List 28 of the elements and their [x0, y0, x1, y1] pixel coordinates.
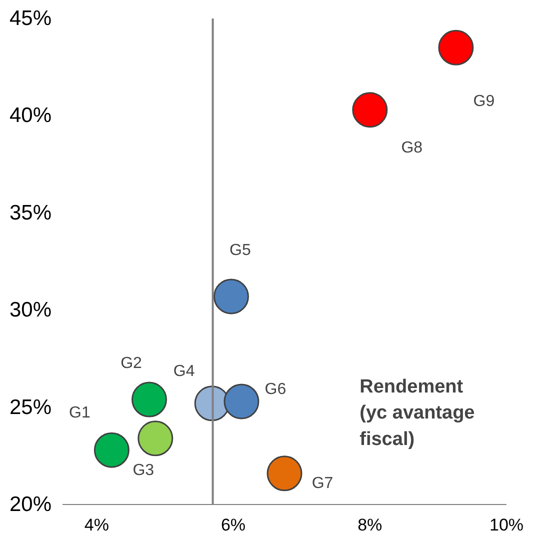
series-label: G7: [312, 474, 334, 492]
point: [224, 384, 260, 420]
series-label: G6: [264, 380, 286, 398]
y-tick-label: 45%: [9, 7, 52, 30]
series-label: G2: [120, 355, 142, 372]
point: [132, 382, 167, 418]
series-label: G3: [132, 462, 154, 479]
y-tick-label: 40%: [9, 104, 52, 128]
x-tick-label: 6%: [220, 516, 246, 534]
point: [266, 456, 302, 492]
x-tick-label: 10%: [489, 516, 524, 534]
series-label: G4: [173, 362, 195, 380]
y-tick-label: 20%: [9, 493, 52, 516]
series-label: G5: [230, 242, 251, 259]
series-label: G1: [69, 404, 90, 422]
y-tick-label: 30%: [9, 298, 52, 322]
point: [352, 92, 388, 128]
x-tick-label: 8%: [358, 516, 382, 534]
annotation: Rendement (yc avantage fiscal): [360, 376, 475, 450]
series-label: G8: [401, 139, 423, 156]
x-tick-label: 4%: [84, 516, 109, 534]
point: [138, 420, 174, 456]
y-tick-label: 35%: [9, 201, 52, 224]
point: [213, 278, 249, 314]
y-tick-label: 25%: [9, 396, 52, 419]
series-label: G9: [473, 93, 495, 110]
point: [438, 30, 474, 66]
point: [94, 432, 130, 468]
